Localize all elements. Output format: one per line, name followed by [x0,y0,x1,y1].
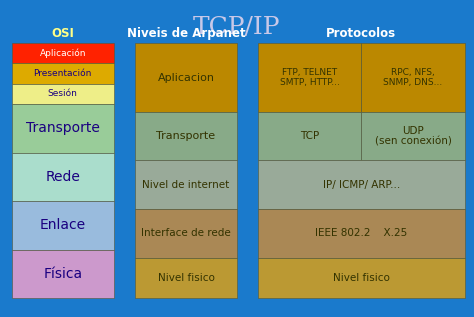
Text: Protocolos: Protocolos [327,27,396,40]
Text: OSI: OSI [51,27,74,40]
Text: Transporte: Transporte [156,131,216,141]
Text: TCP/IP: TCP/IP [193,16,281,39]
FancyBboxPatch shape [258,209,465,257]
Text: Rede: Rede [46,170,80,184]
Text: Presentación: Presentación [34,69,92,78]
Text: Aplicación: Aplicación [39,49,86,58]
Text: Niveis de Arpanet: Niveis de Arpanet [127,27,246,40]
FancyBboxPatch shape [12,250,114,298]
FancyBboxPatch shape [12,153,114,201]
Text: Sesión: Sesión [48,89,78,99]
FancyBboxPatch shape [135,257,237,298]
FancyBboxPatch shape [135,43,237,112]
FancyBboxPatch shape [12,43,114,63]
Text: IP/ ICMP/ ARP...: IP/ ICMP/ ARP... [323,180,400,190]
FancyBboxPatch shape [135,112,237,160]
Text: Aplicacion: Aplicacion [157,73,215,82]
FancyBboxPatch shape [361,43,465,112]
Text: IEEE 802.2    X.25: IEEE 802.2 X.25 [315,228,408,238]
FancyBboxPatch shape [135,209,237,257]
Text: Nivel fisico: Nivel fisico [333,273,390,283]
FancyBboxPatch shape [12,104,114,153]
FancyBboxPatch shape [12,63,114,84]
FancyBboxPatch shape [12,201,114,250]
FancyBboxPatch shape [258,43,361,112]
Text: Nivel de internet: Nivel de internet [142,180,230,190]
FancyBboxPatch shape [258,112,361,160]
Text: Nivel fisico: Nivel fisico [158,273,214,283]
Text: FTP, TELNET
SMTP, HTTP...: FTP, TELNET SMTP, HTTP... [280,68,340,87]
Text: Transporte: Transporte [26,121,100,135]
Text: Enlace: Enlace [40,218,86,232]
Text: UDP
(sen conexión): UDP (sen conexión) [374,126,451,146]
Text: Interface de rede: Interface de rede [141,228,231,238]
FancyBboxPatch shape [258,257,465,298]
FancyBboxPatch shape [135,160,237,209]
FancyBboxPatch shape [361,112,465,160]
FancyBboxPatch shape [12,84,114,104]
Text: Física: Física [43,267,82,281]
FancyBboxPatch shape [258,160,465,209]
Text: TCP: TCP [300,131,319,141]
Text: RPC, NFS,
SNMP, DNS...: RPC, NFS, SNMP, DNS... [383,68,443,87]
